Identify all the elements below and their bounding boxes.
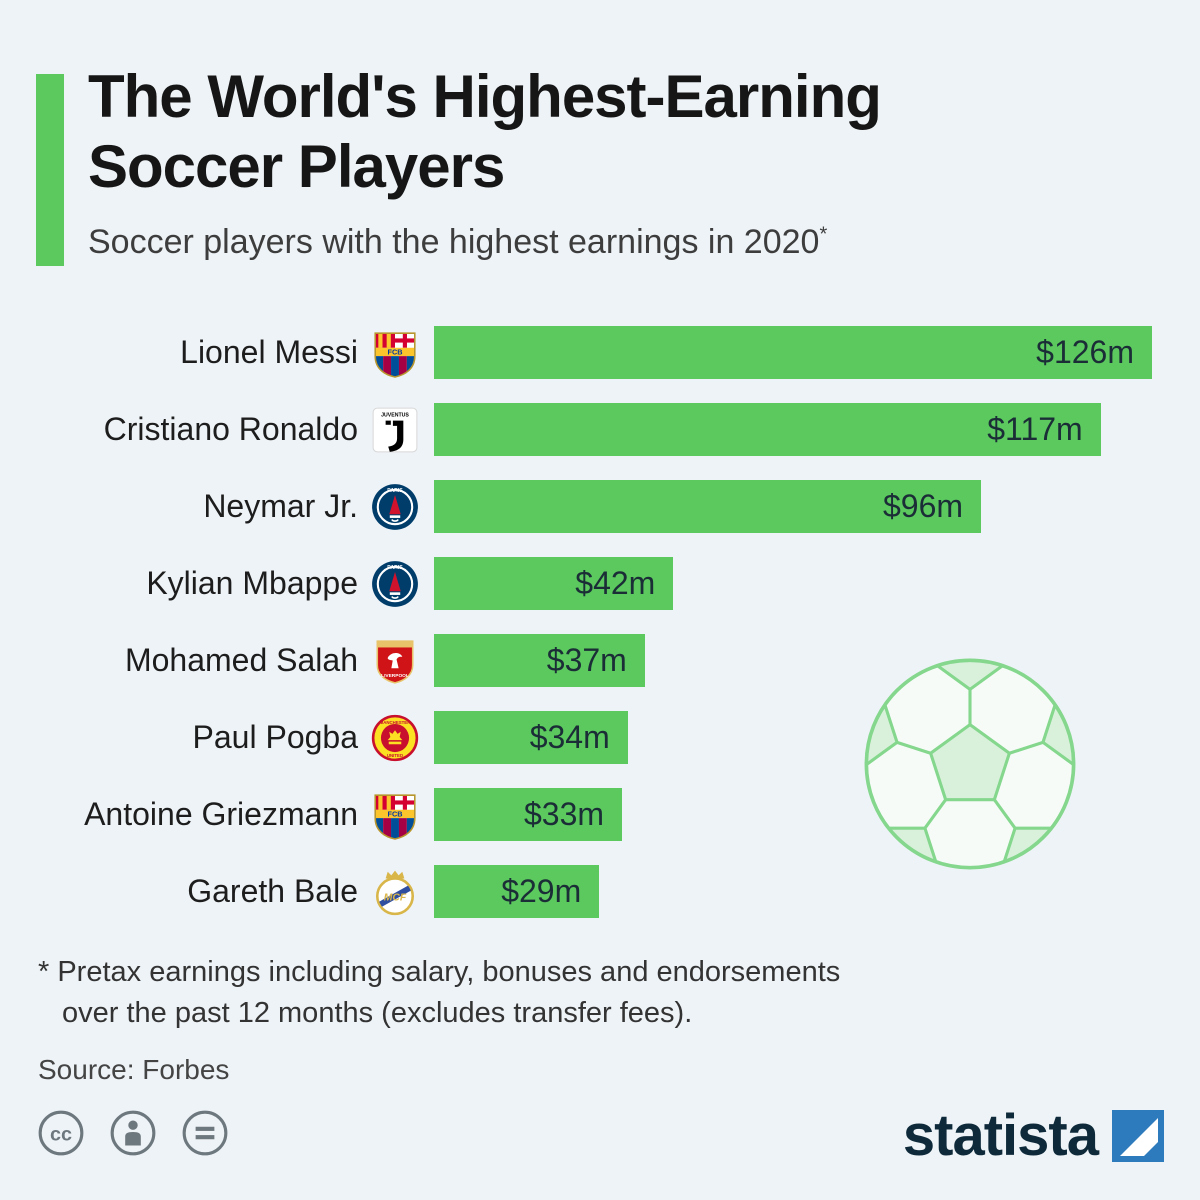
subtitle-asterisk: * (819, 223, 828, 246)
bar-track: $29m (434, 865, 1152, 918)
page-subtitle: Soccer players with the highest earnings… (88, 223, 1148, 262)
crest-label-bottom: UNITED (387, 752, 403, 757)
value-label: $126m (1036, 334, 1134, 370)
bar-track: $126m (434, 326, 1152, 379)
value-bar: $126m (434, 326, 1152, 379)
chart-row: Lionel Messi FCB (36, 326, 1164, 379)
footnote-line-1: * Pretax earnings including salary, bonu… (38, 956, 841, 988)
soccer-ball-illustration (864, 658, 1076, 870)
value-label: $37m (546, 642, 627, 678)
chart-row: Gareth Bale MCF $29m (36, 865, 1164, 918)
player-name: Gareth Bale (187, 873, 358, 909)
bar-track: $34m (434, 711, 1152, 764)
club-crest-juventus: JUVENTUS (370, 405, 420, 455)
club-crest-manchester-united: MANCHESTER UNITED (370, 713, 420, 763)
crest-label: LIVERPOOL (381, 673, 409, 679)
player-name: Antoine Griezmann (84, 796, 358, 832)
page-title: The World's Highest-Earning Soccer Playe… (88, 62, 1148, 201)
value-bar: $33m (434, 788, 623, 841)
title-line-2: Soccer Players (88, 132, 505, 200)
crest-label-top: MANCHESTER (380, 719, 412, 724)
header: The World's Highest-Earning Soccer Playe… (88, 62, 1148, 262)
bar-track: $96m (434, 480, 1152, 533)
player-name: Lionel Messi (180, 334, 358, 370)
value-bar: $117m (434, 403, 1101, 456)
chart-row: Kylian Mbappe PARIS $42m (36, 557, 1164, 610)
club-crest-real-madrid: MCF (370, 867, 420, 917)
value-label: $117m (987, 411, 1083, 447)
bar-track: $33m (434, 788, 1152, 841)
club-crest-psg: PARIS (370, 482, 420, 532)
crest-label: MCF (384, 892, 407, 903)
bar-track: $42m (434, 557, 1152, 610)
statista-logo-mark (1112, 1109, 1164, 1162)
value-bar: $42m (434, 557, 674, 610)
crest-label: FCB (388, 347, 403, 356)
club-crest-psg: PARIS (370, 559, 420, 609)
chart-row: Neymar Jr. PARIS $96m (36, 480, 1164, 533)
crest-label: JUVENTUS (381, 412, 409, 418)
player-name: Cristiano Ronaldo (103, 411, 358, 447)
crest-label: PARIS (387, 487, 403, 493)
value-bar: $34m (434, 711, 628, 764)
subtitle-text: Soccer players with the highest earnings… (88, 223, 820, 262)
source-text: Source: Forbes (38, 1054, 230, 1086)
chart-row: FCB Antoine Griezmann $33m (36, 788, 1164, 841)
value-bar: $29m (434, 865, 600, 918)
club-crest-liverpool: LIVERPOOL (370, 636, 420, 686)
crest-label: PARIS (387, 564, 403, 570)
crest-label: FCB (388, 809, 403, 818)
statista-logo[interactable]: statista (903, 1102, 1164, 1169)
attribution-icon[interactable] (108, 1108, 158, 1158)
bar-track: $117m (434, 403, 1152, 456)
bar-chart: Lionel Messi FCB (36, 326, 1164, 942)
value-bar: $96m (434, 480, 982, 533)
chart-row: Mohamed Salah LIVERPOOL $37m (36, 634, 1164, 687)
value-label: $33m (524, 796, 605, 832)
footnote-line-2: over the past 12 months (excludes transf… (62, 997, 693, 1030)
player-name: Neymar Jr. (203, 488, 358, 524)
player-name: Kylian Mbappe (146, 565, 358, 601)
value-bar: $37m (434, 634, 645, 687)
title-accent-bar (36, 74, 64, 266)
club-crest-barcelona: FCB (370, 328, 420, 378)
player-name: Paul Pogba (192, 719, 358, 755)
value-label: $96m (883, 488, 964, 524)
title-line-1: The World's Highest-Earning (88, 63, 882, 130)
bar-track: $37m (434, 634, 1152, 687)
chart-row: Paul Pogba MANCHESTER UNITED $34m (36, 711, 1164, 764)
chart-row: Cristiano Ronaldo JUVENTUS $117m (36, 403, 1164, 456)
footnote: * Pretax earnings including salary, bonu… (38, 952, 840, 1090)
value-label: $34m (529, 719, 610, 755)
statista-wordmark: statista (902, 1103, 1099, 1168)
nd-icon[interactable] (180, 1108, 230, 1158)
player-name: Mohamed Salah (124, 642, 358, 678)
license-icons: cc (36, 1108, 230, 1158)
club-crest-barcelona: FCB (370, 790, 420, 840)
cc-icon[interactable]: cc (36, 1108, 86, 1158)
svg-text:cc: cc (50, 1123, 72, 1145)
value-label: $42m (575, 565, 656, 601)
value-label: $29m (501, 873, 582, 909)
